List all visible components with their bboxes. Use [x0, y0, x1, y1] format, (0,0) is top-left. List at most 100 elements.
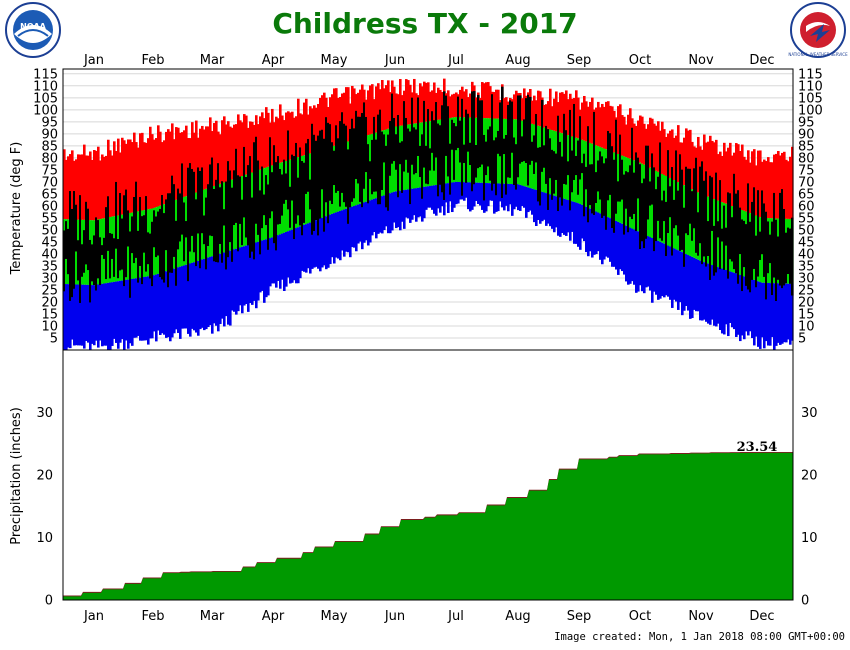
- observed-range-bar: [757, 190, 760, 277]
- record-low-bar: [89, 284, 92, 350]
- temperature-tick-right: 75: [798, 163, 815, 178]
- normal-range-bar: [451, 117, 454, 183]
- temperature-tick-right: 55: [798, 211, 815, 226]
- observed-range-bar: [257, 160, 260, 235]
- record-low-bar: [457, 181, 460, 204]
- record-low-bar: [719, 267, 722, 331]
- observed-range-bar: [653, 167, 656, 252]
- record-high-bar: [583, 95, 586, 141]
- record-low-bar: [385, 194, 388, 227]
- record-high-bar: [367, 90, 370, 136]
- record-low-bar: [431, 185, 434, 210]
- record-low-bar: [251, 243, 254, 305]
- record-low-bar: [161, 272, 164, 334]
- observed-range-bar: [79, 195, 82, 303]
- record-low-bar: [345, 208, 348, 252]
- record-high-bar: [245, 115, 248, 175]
- record-high-bar: [545, 104, 548, 129]
- precipitation-tick-left: 10: [36, 531, 53, 546]
- observed-range-bar: [599, 151, 602, 200]
- record-high-bar: [221, 120, 224, 184]
- observed-range-bar: [367, 144, 370, 204]
- record-high-bar: [99, 160, 102, 220]
- record-low-bar: [683, 253, 686, 311]
- observed-range-bar: [297, 177, 300, 216]
- observed-range-bar: [745, 224, 748, 286]
- record-low-bar: [169, 270, 172, 342]
- observed-range-bar: [743, 220, 746, 268]
- record-high-bar: [215, 120, 218, 186]
- record-high-bar: [295, 116, 298, 158]
- observed-range-bar: [83, 230, 86, 273]
- record-low-bar: [559, 197, 562, 237]
- temperature-tick-left: 100: [33, 103, 58, 118]
- record-high-bar: [449, 96, 452, 118]
- record-high-bar: [159, 131, 162, 206]
- observed-range-bar: [185, 221, 188, 238]
- record-low-bar: [773, 283, 776, 350]
- observed-range-bar: [223, 209, 226, 226]
- observed-range-bar: [77, 240, 80, 281]
- observed-range-bar: [347, 149, 350, 224]
- record-high-bar: [629, 108, 632, 159]
- observed-range-bar: [295, 142, 298, 224]
- observed-range-bar: [649, 181, 652, 206]
- record-low-bar: [133, 278, 136, 338]
- record-high-bar: [383, 88, 386, 131]
- observed-range-bar: [385, 145, 388, 208]
- observed-range-bar: [363, 102, 366, 189]
- record-low-bar: [677, 250, 680, 310]
- record-high-bar: [687, 130, 690, 188]
- observed-range-bar: [81, 244, 84, 277]
- observed-range-bar: [587, 126, 590, 223]
- observed-range-bar: [439, 125, 442, 185]
- observed-range-bar: [319, 130, 322, 219]
- record-low-bar: [651, 237, 654, 303]
- record-low-bar: [341, 210, 344, 251]
- observed-range-bar: [395, 134, 398, 170]
- record-low-bar: [117, 281, 120, 349]
- observed-range-bar: [773, 192, 776, 278]
- record-low-bar: [627, 226, 630, 285]
- record-high-bar: [177, 127, 180, 200]
- month-label-bottom: Nov: [688, 609, 714, 624]
- observed-range-bar: [219, 187, 222, 244]
- record-high-bar: [745, 159, 748, 212]
- observed-range-bar: [567, 161, 570, 176]
- observed-range-bar: [485, 141, 488, 176]
- record-low-bar: [73, 284, 76, 346]
- record-high-bar: [531, 100, 534, 124]
- observed-range-bar: [523, 119, 526, 162]
- record-high-bar: [361, 84, 364, 138]
- observed-range-bar: [313, 134, 316, 231]
- observed-range-bar: [417, 97, 420, 156]
- record-low-bar: [785, 283, 788, 343]
- record-low-bar: [311, 221, 314, 269]
- record-high-bar: [169, 131, 172, 203]
- record-low-bar: [111, 282, 114, 346]
- observed-range-bar: [309, 179, 312, 210]
- nws-logo-text: NATIONAL WEATHER SERVICE: [788, 52, 848, 57]
- record-high-bar: [375, 86, 378, 133]
- observed-range-bar: [391, 93, 394, 164]
- record-low-bar: [305, 224, 308, 273]
- record-high-bar: [691, 141, 694, 190]
- record-high-bar: [257, 124, 260, 171]
- record-high-bar: [267, 112, 270, 167]
- record-high-bar: [121, 137, 124, 215]
- observed-range-bar: [709, 175, 712, 280]
- record-high-bar: [731, 155, 734, 207]
- record-high-bar: [487, 82, 490, 119]
- record-low-bar: [193, 262, 196, 331]
- observed-range-bar: [199, 170, 202, 269]
- record-low-bar: [673, 248, 676, 300]
- observed-range-bar: [701, 161, 704, 265]
- record-high-bar: [283, 120, 286, 162]
- observed-range-bar: [93, 235, 96, 286]
- record-low-bar: [587, 207, 590, 257]
- record-high-bar: [587, 106, 590, 143]
- record-high-bar: [623, 116, 626, 157]
- observed-range-bar: [329, 124, 332, 201]
- record-low-bar: [127, 279, 130, 349]
